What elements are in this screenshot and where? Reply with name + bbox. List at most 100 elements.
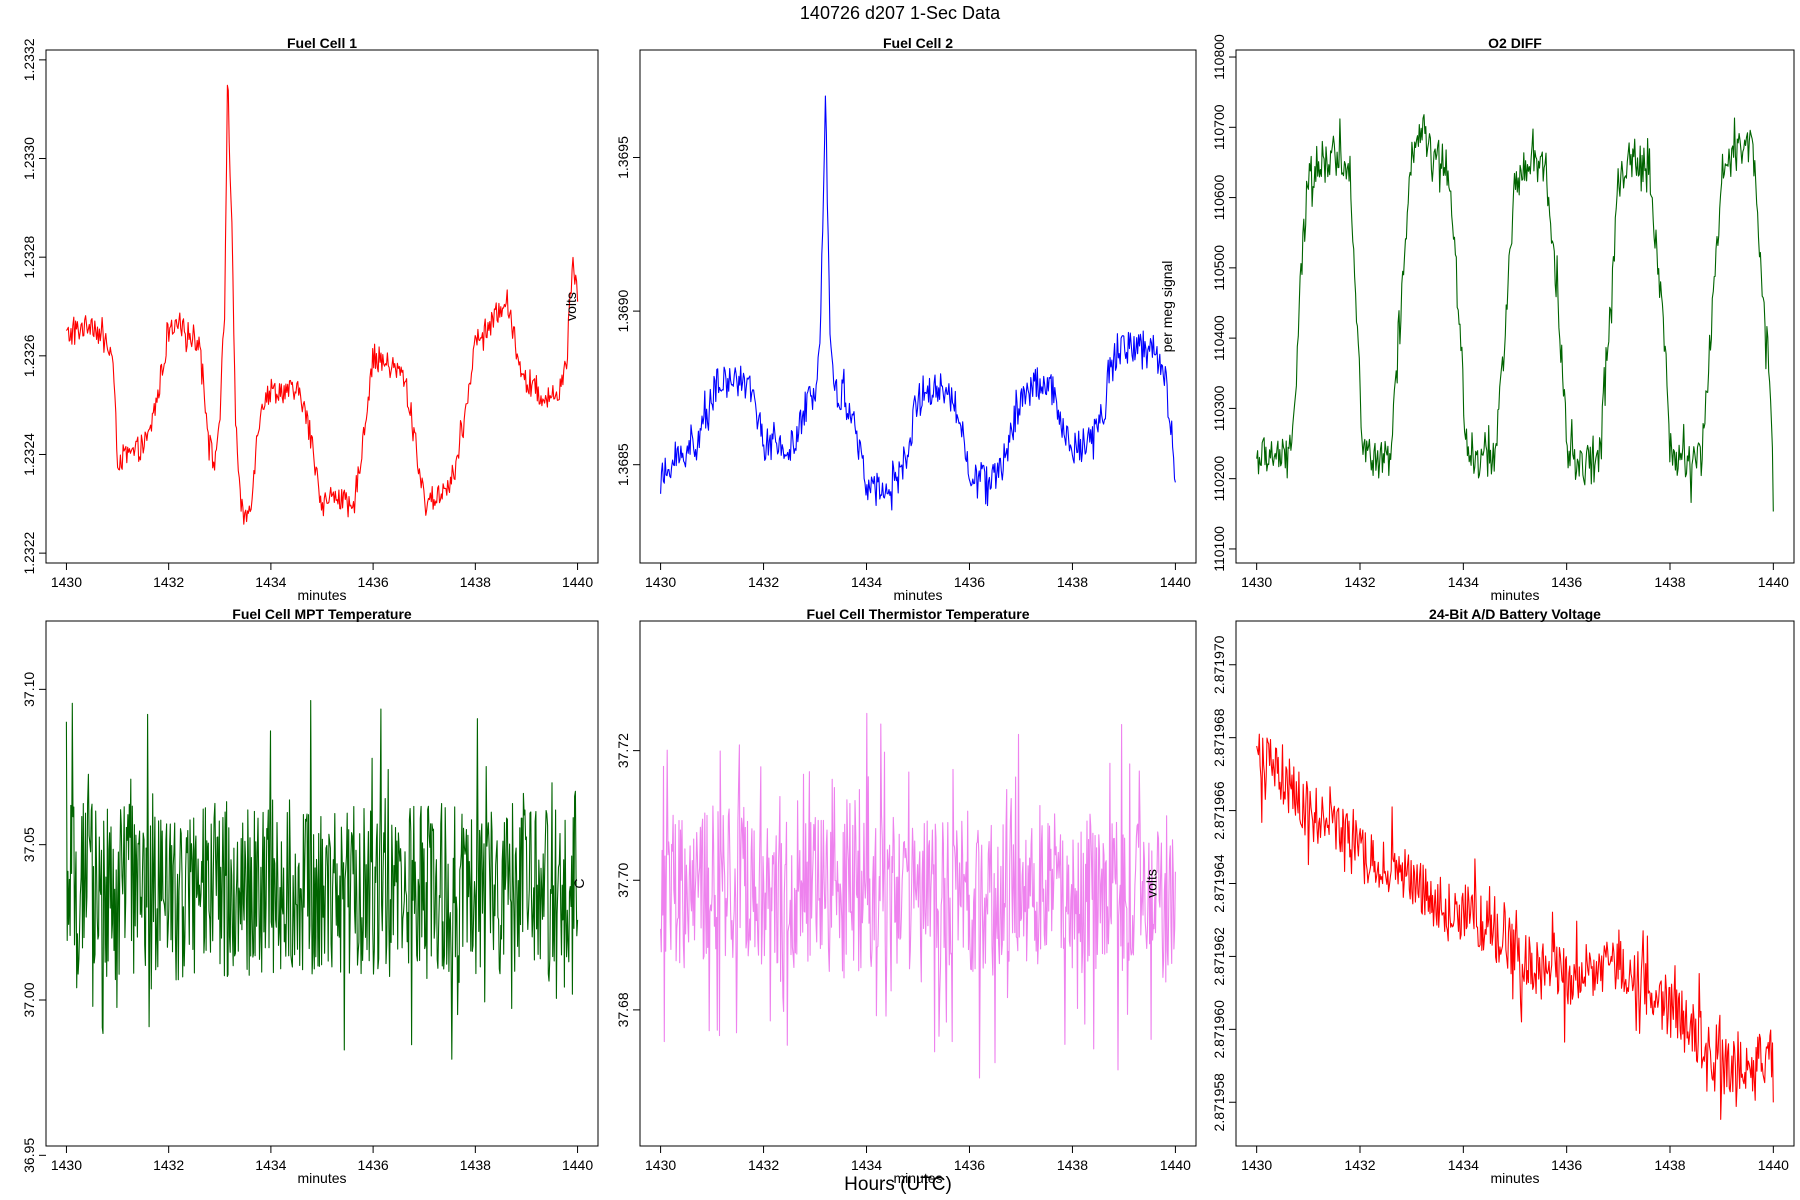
x-tick-label: 1436: [1551, 574, 1582, 590]
y-axis-label: per meg signal: [1159, 261, 1175, 353]
data-series-line: [660, 95, 1176, 511]
y-tick-label: 1.3695: [615, 136, 631, 179]
x-tick-label: 1438: [1654, 1157, 1685, 1173]
x-tick-label: 1440: [1758, 574, 1789, 590]
y-tick-label: 2.871966: [1211, 781, 1227, 840]
x-tick-label: 1434: [851, 1157, 882, 1173]
y-axis-label: volts: [1144, 869, 1160, 898]
x-axis-label: minutes: [297, 1170, 346, 1186]
figure-title: 140726 d207 1-Sec Data: [800, 3, 1001, 23]
y-tick-label: 1.2326: [21, 334, 37, 377]
y-tick-label: 1.2332: [21, 38, 37, 81]
data-series-line: [1256, 733, 1774, 1120]
panel-title: Fuel Cell 1: [287, 35, 357, 51]
x-tick-label: 1430: [1241, 1157, 1272, 1173]
y-tick-label: 2.871964: [1211, 854, 1227, 913]
panel-2: Fuel Cell 2 1430 1432 1434 1436 1438 1440 minut…: [563, 35, 1197, 603]
x-tick-label: 1432: [748, 1157, 779, 1173]
y-tick-label: 1.3690: [615, 289, 631, 332]
y-tick-label: 110800: [1211, 34, 1227, 80]
y-tick-label: 1.2322: [21, 532, 37, 575]
plot-frame: [639, 49, 1197, 564]
x-axis-label: minutes: [893, 587, 942, 603]
y-tick-label: 37.05: [21, 827, 37, 862]
x-tick-label: 1432: [1344, 574, 1375, 590]
x-tick-label: 1434: [1448, 574, 1479, 590]
x-tick-label: 1438: [1057, 1157, 1088, 1173]
x-tick-label: 1434: [1448, 1157, 1479, 1173]
y-tick-label: 1.2324: [21, 433, 37, 476]
y-tick-label: 36.95: [21, 1138, 37, 1173]
panel-title: 24-Bit A/D Battery Voltage: [1429, 606, 1601, 622]
data-series-line: [65, 699, 579, 1060]
data-series-line: [1256, 114, 1774, 512]
x-tick-label: 1434: [851, 574, 882, 590]
figure-bottom-label: Hours (UTC): [844, 1174, 952, 1195]
y-tick-label: 110500: [1211, 245, 1227, 291]
x-tick-label: 1432: [153, 1157, 184, 1173]
x-tick-label: 1440: [562, 1157, 593, 1173]
x-tick-label: 1436: [1551, 1157, 1582, 1173]
plot-frame: [639, 620, 1197, 1147]
x-axis-label: minutes: [297, 587, 346, 603]
y-tick-label: 37.70: [615, 863, 631, 898]
x-tick-label: 1432: [748, 574, 779, 590]
y-tick-label: 37.10: [21, 672, 37, 707]
y-axis-label: C: [571, 878, 587, 888]
x-tick-label: 1440: [1160, 574, 1191, 590]
x-tick-label: 1430: [51, 574, 82, 590]
x-tick-label: 1440: [562, 574, 593, 590]
x-axis-label: minutes: [1490, 587, 1539, 603]
x-tick-label: 1430: [645, 574, 676, 590]
y-tick-label: 2.871970: [1211, 635, 1227, 694]
panel-title: Fuel Cell Thermistor Temperature: [806, 606, 1029, 622]
y-tick-label: 37.72: [615, 733, 631, 768]
x-tick-label: 1434: [255, 1157, 286, 1173]
y-tick-label: 110100: [1211, 526, 1227, 572]
x-tick-label: 1436: [954, 574, 985, 590]
y-tick-label: 2.871958: [1211, 1073, 1227, 1132]
x-tick-label: 1432: [153, 574, 184, 590]
panels: Fuel Cell 1 1430 1432 1434 1436 1438 1440 minut…: [21, 34, 1795, 1186]
x-tick-label: 1438: [1654, 574, 1685, 590]
panel-title: Fuel Cell MPT Temperature: [232, 606, 412, 622]
panel-title: Fuel Cell 2: [883, 35, 953, 51]
x-tick-label: 1438: [460, 574, 491, 590]
x-tick-label: 1430: [1241, 574, 1272, 590]
y-tick-label: 110200: [1211, 456, 1227, 502]
x-tick-label: 1430: [645, 1157, 676, 1173]
x-tick-label: 1436: [358, 1157, 389, 1173]
data-series-line: [65, 84, 579, 525]
x-tick-label: 1436: [358, 574, 389, 590]
x-tick-label: 1438: [460, 1157, 491, 1173]
y-tick-label: 1.2328: [21, 236, 37, 279]
plot-frame: [45, 620, 599, 1147]
y-axis-label: volts: [563, 292, 579, 321]
y-tick-label: 110600: [1211, 175, 1227, 221]
x-tick-label: 1438: [1057, 574, 1088, 590]
x-tick-label: 1436: [954, 1157, 985, 1173]
y-tick-label: 37.68: [615, 992, 631, 1027]
y-tick-label: 110300: [1211, 385, 1227, 431]
y-tick-label: 2.871960: [1211, 1000, 1227, 1059]
panel-3: O2 DIFF 1430 1432 1434 1436 1438 1440 minutes 11…: [1159, 34, 1795, 603]
panel-5: Fuel Cell Thermistor Temperature 1430 1432…: [571, 606, 1197, 1186]
panel-title: O2 DIFF: [1488, 35, 1542, 51]
x-tick-label: 1432: [1344, 1157, 1375, 1173]
data-series-line: [660, 712, 1176, 1079]
y-tick-label: 2.871968: [1211, 708, 1227, 767]
x-axis-label: minutes: [1490, 1170, 1539, 1186]
y-tick-label: 110700: [1211, 104, 1227, 150]
x-tick-label: 1440: [1160, 1157, 1191, 1173]
y-tick-label: 2.871962: [1211, 927, 1227, 986]
panel-4: Fuel Cell MPT Temperature 1430 1432 1434 143…: [21, 606, 599, 1186]
y-tick-label: 37.00: [21, 982, 37, 1017]
y-tick-label: 110400: [1211, 315, 1227, 361]
panel-6: 24-Bit A/D Battery Voltage 1430 1432 1434 14…: [1144, 606, 1795, 1186]
x-tick-label: 1434: [255, 574, 286, 590]
plot-frame: [45, 49, 599, 564]
y-tick-label: 1.2330: [21, 137, 37, 180]
x-tick-label: 1430: [51, 1157, 82, 1173]
